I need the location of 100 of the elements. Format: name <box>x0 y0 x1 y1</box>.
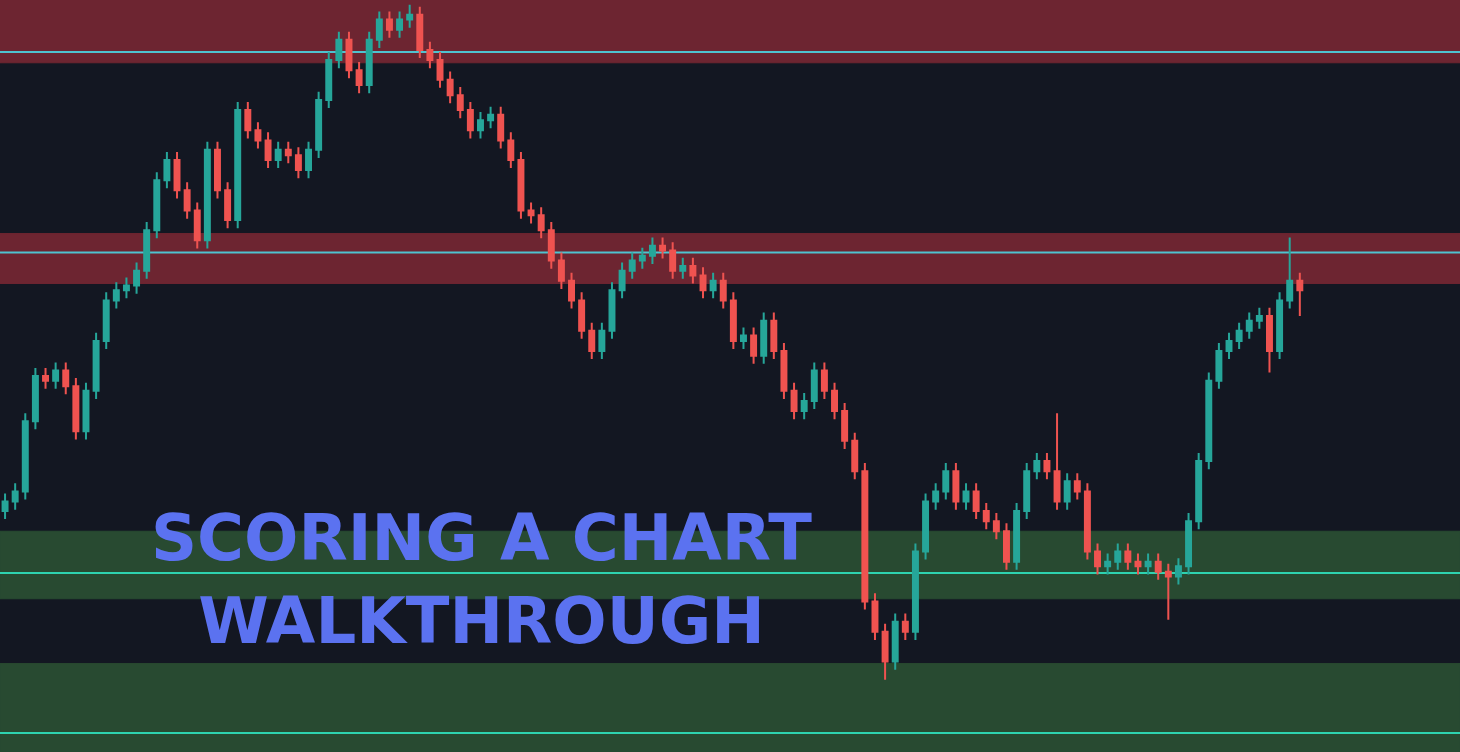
candlestick <box>153 171 161 240</box>
candlestick <box>477 111 484 140</box>
candlestick <box>669 241 677 280</box>
annotation: SCORING A CHART WALKTHROUGH <box>151 501 813 659</box>
candlestick <box>648 236 656 265</box>
candlestick <box>1083 482 1091 561</box>
candlestick <box>1266 306 1273 374</box>
candlestick <box>952 462 960 511</box>
candlestick <box>1114 542 1122 571</box>
candlestick <box>31 366 39 431</box>
candlestick <box>972 482 980 521</box>
candlestick <box>527 201 535 225</box>
candlestick <box>143 221 151 280</box>
candlestick <box>224 181 232 230</box>
candlestick <box>497 105 505 150</box>
candlestick <box>456 86 464 120</box>
candlestick <box>982 501 990 531</box>
candlestick <box>436 50 444 89</box>
candlestick <box>1144 552 1152 576</box>
candlestick <box>841 402 849 450</box>
candlestick <box>325 50 333 110</box>
candlestick <box>628 251 636 280</box>
candlestick <box>1 492 9 521</box>
candlestick <box>1286 236 1294 310</box>
candlestick <box>264 131 272 170</box>
candlestick <box>133 261 141 295</box>
candlestick <box>1205 371 1213 471</box>
candlestick <box>446 70 454 105</box>
candlestick <box>1154 552 1162 581</box>
candlestick <box>274 140 282 170</box>
candlestick <box>679 256 687 280</box>
candlestick <box>335 30 343 70</box>
candlestick <box>62 361 70 396</box>
candlestick <box>507 131 515 170</box>
candlestick <box>800 391 808 421</box>
candlestick <box>962 482 970 511</box>
candlestick <box>1174 557 1182 586</box>
candlestick <box>1195 451 1203 531</box>
candlestick <box>426 40 434 70</box>
candlestick <box>760 311 768 365</box>
candlestick <box>740 326 747 350</box>
candlestick <box>1225 331 1233 361</box>
candlestick <box>780 341 788 400</box>
candlestick <box>901 612 909 641</box>
candlestick <box>932 482 940 511</box>
candlestick <box>1164 562 1172 621</box>
candlestick <box>831 381 838 421</box>
candlestick <box>163 150 171 190</box>
candlestick <box>183 181 191 220</box>
candlestick <box>861 462 869 611</box>
candlestick <box>517 150 525 220</box>
candlestick <box>1255 306 1263 330</box>
candlestick <box>588 321 596 361</box>
candlestick <box>375 10 383 49</box>
candlestick <box>1276 291 1284 361</box>
candlestick <box>881 622 889 681</box>
candlestick <box>1013 501 1021 571</box>
candlestick <box>568 271 575 310</box>
candlestick <box>851 431 859 481</box>
candlestick <box>466 100 474 140</box>
candlestick <box>1094 542 1101 576</box>
candlestick <box>355 61 363 95</box>
candlestick <box>709 271 717 300</box>
candlestick <box>52 361 60 390</box>
candlestick <box>1104 552 1112 576</box>
candlestick <box>790 381 798 421</box>
candlestick <box>922 492 930 561</box>
candlestick <box>385 10 393 39</box>
candlestick <box>345 30 353 80</box>
candlestick <box>911 542 919 641</box>
candlestick <box>1033 451 1041 481</box>
candlestick <box>305 140 312 180</box>
candlestick <box>315 90 323 159</box>
candlestick <box>406 3 414 29</box>
candlestick <box>557 251 565 290</box>
candlestick <box>810 361 818 411</box>
candlestick <box>72 377 80 441</box>
candlestick <box>365 30 373 95</box>
candlestick <box>638 246 646 270</box>
candlestick <box>487 105 495 130</box>
candlestick <box>42 366 49 390</box>
candlestick <box>1134 552 1142 576</box>
candlestick <box>21 412 29 501</box>
candlestick <box>689 256 697 285</box>
candlestick <box>214 140 221 200</box>
candlestick <box>416 5 424 60</box>
candlestick <box>1043 451 1051 481</box>
candlestick <box>203 140 211 250</box>
candlestick <box>102 291 110 350</box>
candlestick <box>659 236 667 260</box>
candlestick <box>537 206 545 240</box>
candlestick <box>942 462 950 501</box>
candlestick <box>254 121 262 150</box>
candlestick <box>578 291 586 340</box>
candlestick <box>1235 321 1243 350</box>
candlestick <box>871 592 879 641</box>
candlestick <box>770 311 778 361</box>
candlestick <box>1053 412 1061 511</box>
candlestick <box>244 100 252 140</box>
candlestick <box>1124 542 1132 571</box>
